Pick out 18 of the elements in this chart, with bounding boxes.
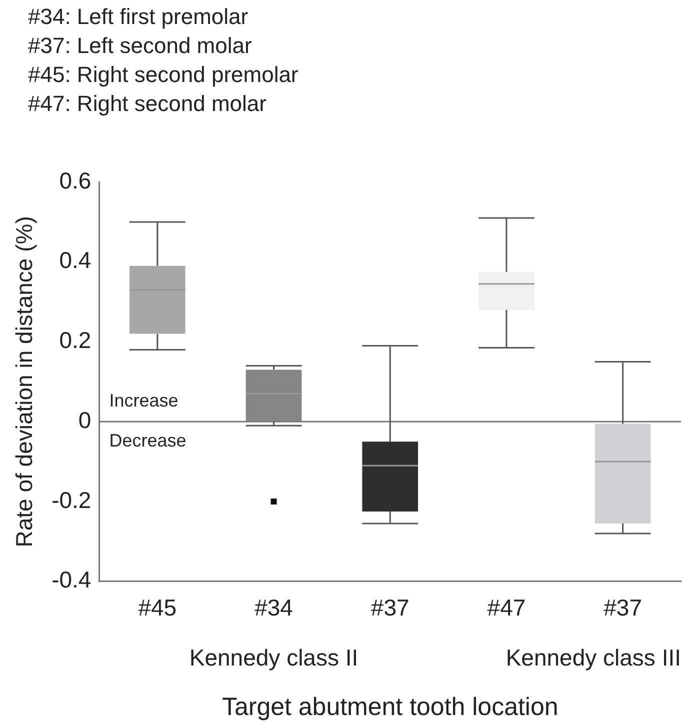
- x-tick-label: #37: [370, 594, 410, 621]
- x-tick-label: #37: [604, 594, 642, 621]
- text: Kennedy class III: [506, 644, 681, 671]
- y-axis-title: Rate of deviation in distance (%): [11, 216, 38, 548]
- x-tick-label: #47: [487, 594, 526, 621]
- y-tick-label: 0.6: [59, 167, 92, 194]
- y-tick-label: 0.4: [59, 247, 92, 274]
- y-tick-label: 0.2: [59, 327, 92, 354]
- text: Kennedy class II: [189, 644, 358, 671]
- x-tick-label: #45: [138, 594, 177, 621]
- annotation: Decrease: [109, 430, 186, 451]
- annotation: Increase: [109, 390, 178, 411]
- x-axis-title: Target abutment tooth location: [222, 692, 558, 721]
- y-tick-label: -0.4: [52, 566, 92, 593]
- y-tick-label: 0: [78, 406, 92, 433]
- chart-subtitle: #34: Left first premolar #37: Left second molar #45: Right second premolar #47: Right second molar: [28, 3, 298, 118]
- y-tick-label: -0.2: [52, 486, 92, 513]
- x-tick-label: #34: [254, 594, 294, 621]
